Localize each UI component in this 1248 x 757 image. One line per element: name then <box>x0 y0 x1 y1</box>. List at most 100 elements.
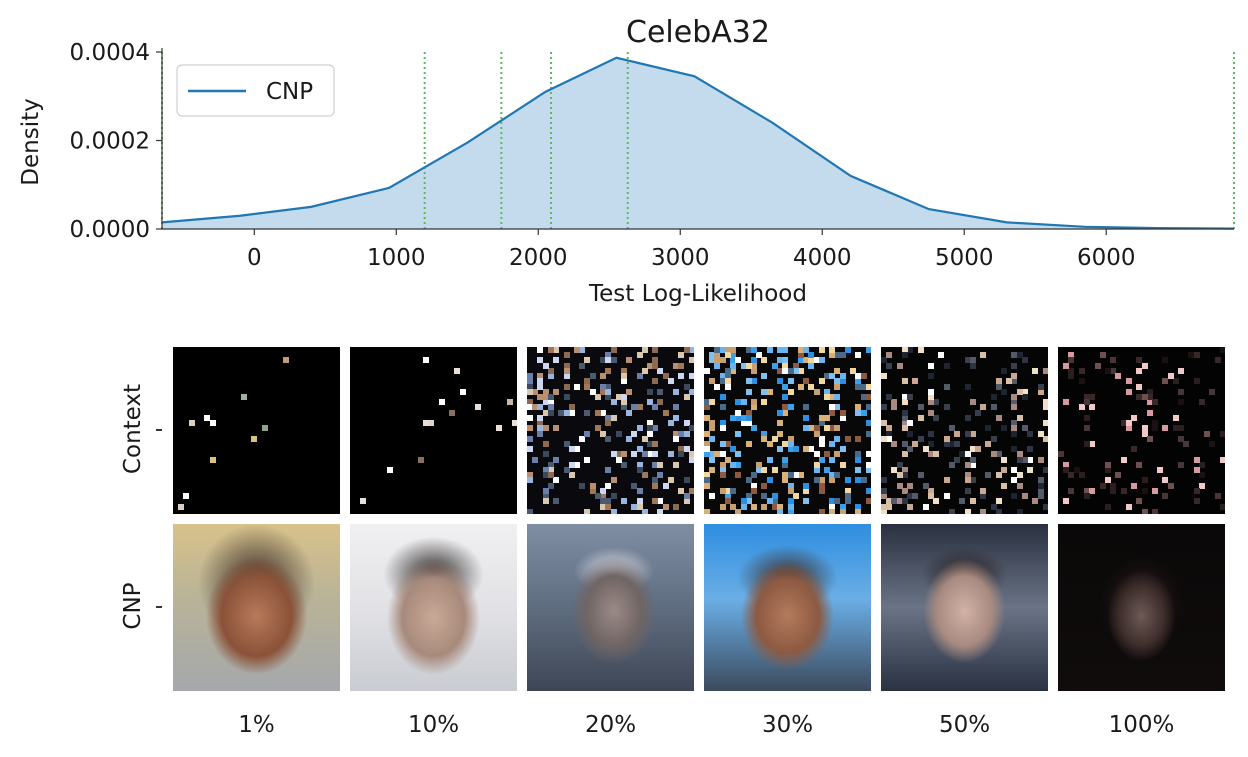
context-pixel <box>1042 404 1048 411</box>
context-pixel <box>1219 430 1225 437</box>
context-pixel <box>761 399 768 406</box>
context-pixel <box>740 399 747 406</box>
context-pixel <box>964 508 971 514</box>
context-pixel <box>927 409 934 416</box>
context-pixel <box>886 503 893 510</box>
context-pixel <box>995 451 1002 458</box>
context-pixel <box>782 367 789 374</box>
context-pixel <box>803 498 810 505</box>
context-pixel <box>834 451 841 458</box>
context-pixel <box>547 347 554 353</box>
context-pixel <box>990 435 997 442</box>
context-pixel <box>839 414 846 421</box>
context-pixel <box>969 477 976 484</box>
context-pixel <box>1037 487 1044 494</box>
context-pixel <box>901 347 908 353</box>
context-pixel <box>631 451 638 458</box>
context-pixel <box>683 420 690 427</box>
context-pixel <box>1219 456 1225 463</box>
context-pixel <box>901 352 908 359</box>
context-pixel <box>673 414 680 421</box>
context-pixel <box>782 404 789 411</box>
context-pixel <box>865 393 871 400</box>
context-pixel <box>652 482 659 489</box>
context-pixel <box>1027 456 1034 463</box>
context-pixel <box>537 414 544 421</box>
context-pixel <box>777 378 784 385</box>
context-pixel <box>553 456 560 463</box>
context-pixel <box>803 425 810 432</box>
context-pixel <box>881 435 887 442</box>
context-pixel <box>1141 362 1148 369</box>
context-pixel <box>553 498 560 505</box>
context-pixel <box>647 420 654 427</box>
context-pixel <box>553 347 560 353</box>
context-pixel <box>261 425 268 432</box>
context-pixel <box>1104 477 1111 484</box>
context-pixel <box>959 451 966 458</box>
context-pixel <box>829 352 836 359</box>
context-pixel <box>496 425 503 432</box>
col-label-30pct: 30% <box>761 712 814 738</box>
context-pixel <box>881 487 887 494</box>
context-pixel <box>1042 420 1048 427</box>
context-pixel <box>714 352 721 359</box>
context-pixel <box>573 347 580 353</box>
context-pixel <box>839 378 846 385</box>
context-pixel <box>933 399 940 406</box>
context-pixel <box>511 420 517 427</box>
context-pixel <box>1125 503 1132 510</box>
x-tick-label-6: 6000 <box>1077 245 1136 271</box>
context-pixel <box>787 404 794 411</box>
context-tile-20pct <box>527 347 694 514</box>
context-pixel <box>724 498 731 505</box>
context-pixel <box>927 487 934 494</box>
context-pixel <box>1021 425 1028 432</box>
context-pixel <box>782 409 789 416</box>
context-pixel <box>943 477 950 484</box>
context-pixel <box>990 404 997 411</box>
context-pixel <box>829 477 836 484</box>
context-pixel <box>865 404 871 411</box>
context-pixel <box>547 472 554 479</box>
context-pixel <box>771 498 778 505</box>
context-pixel <box>714 357 721 364</box>
context-pixel <box>740 503 747 510</box>
context-pixel <box>865 467 871 474</box>
context-pixel <box>865 430 871 437</box>
context-pixel <box>724 456 731 463</box>
context-pixel <box>750 347 757 353</box>
context-pixel <box>901 472 908 479</box>
context-pixel <box>782 362 789 369</box>
context-pixel <box>750 367 757 374</box>
context-pixel <box>605 482 612 489</box>
context-pixel <box>553 477 560 484</box>
context-pixel <box>641 508 648 514</box>
context-pixel <box>1063 362 1070 369</box>
context-pixel <box>1146 435 1153 442</box>
context-pixel <box>787 440 794 447</box>
context-pixel <box>901 487 908 494</box>
context-pixel <box>563 467 570 474</box>
context-pixel <box>641 347 648 353</box>
context-pixel <box>724 352 731 359</box>
context-pixel <box>735 472 742 479</box>
context-pixel <box>985 440 992 447</box>
context-pixel <box>1084 399 1091 406</box>
context-pixel <box>829 498 836 505</box>
context-pixel <box>896 362 903 369</box>
context-pixel <box>573 461 580 468</box>
context-pixel <box>829 508 836 514</box>
context-pixel <box>652 347 659 353</box>
context-pixel <box>1027 446 1034 453</box>
context-pixel <box>1058 451 1064 458</box>
context-pixel <box>1136 498 1143 505</box>
context-pixel <box>423 420 430 427</box>
context-pixel <box>980 404 987 411</box>
context-pixel <box>839 503 846 510</box>
context-pixel <box>745 440 752 447</box>
context-pixel <box>1078 378 1085 385</box>
context-pixel <box>1136 461 1143 468</box>
context-pixel <box>761 430 768 437</box>
context-pixel <box>808 362 815 369</box>
